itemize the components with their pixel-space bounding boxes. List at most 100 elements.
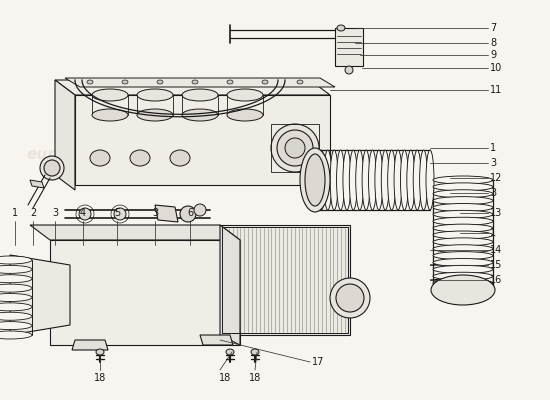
- Text: eurospares: eurospares: [27, 148, 123, 162]
- Ellipse shape: [92, 89, 128, 101]
- Text: 12: 12: [490, 173, 502, 183]
- Text: 18: 18: [94, 373, 106, 383]
- Polygon shape: [30, 225, 240, 240]
- Polygon shape: [30, 180, 44, 188]
- Ellipse shape: [90, 150, 110, 166]
- Ellipse shape: [433, 204, 493, 212]
- Ellipse shape: [137, 109, 173, 121]
- Ellipse shape: [420, 150, 427, 210]
- Ellipse shape: [433, 217, 493, 225]
- Ellipse shape: [227, 80, 233, 84]
- Ellipse shape: [433, 258, 493, 266]
- Text: 4: 4: [80, 208, 86, 218]
- Ellipse shape: [433, 176, 493, 184]
- Text: 9: 9: [490, 50, 496, 60]
- Ellipse shape: [79, 208, 91, 220]
- Ellipse shape: [362, 150, 370, 210]
- Text: 17: 17: [312, 357, 324, 367]
- Ellipse shape: [122, 80, 128, 84]
- Ellipse shape: [0, 331, 32, 339]
- Text: 13: 13: [490, 208, 502, 218]
- Ellipse shape: [297, 80, 303, 84]
- Ellipse shape: [180, 206, 196, 222]
- Bar: [271, 124, 319, 172]
- Ellipse shape: [345, 66, 353, 74]
- Ellipse shape: [44, 160, 60, 176]
- Bar: [50, 240, 240, 345]
- Polygon shape: [55, 80, 75, 190]
- Ellipse shape: [433, 265, 493, 273]
- Text: 7: 7: [490, 23, 496, 33]
- Polygon shape: [200, 335, 233, 345]
- Ellipse shape: [368, 150, 377, 210]
- Ellipse shape: [433, 210, 493, 218]
- Text: 1: 1: [12, 208, 18, 218]
- Ellipse shape: [114, 208, 126, 220]
- Ellipse shape: [0, 322, 32, 330]
- Ellipse shape: [330, 278, 370, 318]
- Ellipse shape: [0, 284, 32, 292]
- Ellipse shape: [0, 275, 32, 283]
- Text: 15: 15: [490, 260, 502, 270]
- Ellipse shape: [336, 284, 364, 312]
- Polygon shape: [220, 225, 240, 345]
- Text: 5: 5: [114, 208, 120, 218]
- Text: 11: 11: [490, 85, 502, 95]
- Text: 3: 3: [490, 188, 496, 198]
- Ellipse shape: [375, 150, 383, 210]
- Text: 18: 18: [219, 373, 231, 383]
- Ellipse shape: [0, 303, 32, 311]
- Ellipse shape: [170, 150, 190, 166]
- Ellipse shape: [349, 150, 358, 210]
- Polygon shape: [155, 205, 178, 222]
- Polygon shape: [72, 340, 108, 350]
- Ellipse shape: [40, 156, 64, 180]
- Ellipse shape: [433, 238, 493, 246]
- Ellipse shape: [157, 80, 163, 84]
- Text: 2: 2: [30, 208, 36, 218]
- Ellipse shape: [226, 349, 234, 355]
- Ellipse shape: [300, 148, 330, 212]
- Ellipse shape: [87, 80, 93, 84]
- Ellipse shape: [343, 150, 351, 210]
- Polygon shape: [10, 255, 70, 335]
- Text: 1: 1: [490, 228, 496, 238]
- Ellipse shape: [227, 89, 263, 101]
- Ellipse shape: [262, 80, 268, 84]
- Text: eurospares: eurospares: [27, 302, 123, 318]
- Text: 8: 8: [490, 38, 496, 48]
- Ellipse shape: [433, 190, 493, 198]
- Ellipse shape: [433, 272, 493, 280]
- Ellipse shape: [194, 204, 206, 216]
- Ellipse shape: [305, 154, 325, 206]
- Ellipse shape: [433, 183, 493, 191]
- Bar: [220, 225, 350, 335]
- Ellipse shape: [413, 150, 421, 210]
- Polygon shape: [75, 95, 330, 185]
- Ellipse shape: [426, 150, 434, 210]
- Text: eurospares: eurospares: [222, 148, 318, 162]
- Bar: [335, 28, 363, 66]
- Ellipse shape: [92, 109, 128, 121]
- Polygon shape: [55, 80, 330, 95]
- Ellipse shape: [137, 89, 173, 101]
- Ellipse shape: [356, 150, 364, 210]
- Ellipse shape: [182, 109, 218, 121]
- Text: eurospares: eurospares: [222, 302, 318, 318]
- Text: 18: 18: [249, 373, 261, 383]
- Ellipse shape: [400, 150, 409, 210]
- Ellipse shape: [433, 231, 493, 239]
- Ellipse shape: [277, 130, 313, 166]
- Ellipse shape: [285, 138, 305, 158]
- Ellipse shape: [96, 349, 104, 355]
- Ellipse shape: [433, 279, 493, 287]
- Ellipse shape: [271, 124, 319, 172]
- Ellipse shape: [394, 150, 402, 210]
- Text: 10: 10: [490, 63, 502, 73]
- Ellipse shape: [433, 224, 493, 232]
- Text: 3: 3: [152, 208, 158, 218]
- Ellipse shape: [0, 312, 32, 320]
- Ellipse shape: [433, 197, 493, 205]
- Ellipse shape: [317, 150, 326, 210]
- Polygon shape: [65, 78, 335, 87]
